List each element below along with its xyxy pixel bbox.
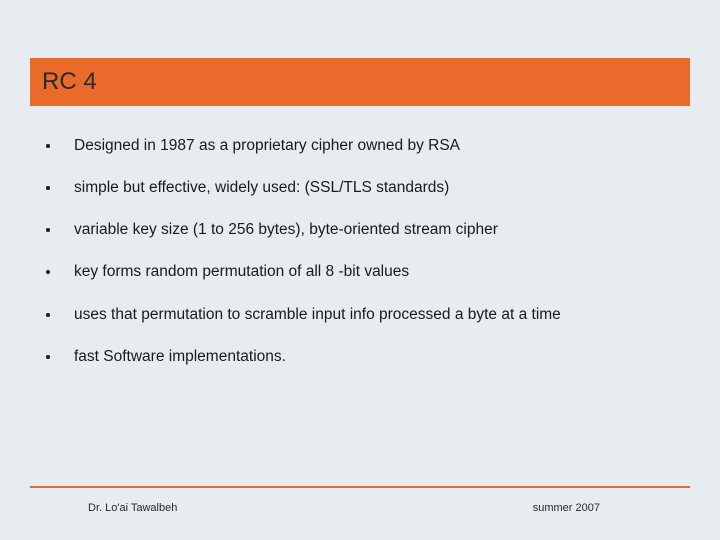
content-area: Designed in 1987 as a proprietary cipher… bbox=[46, 136, 674, 389]
bullet-dot-icon bbox=[46, 144, 50, 148]
bullet-text: uses that permutation to scramble input … bbox=[74, 305, 561, 325]
bullet-text: fast Software implementations. bbox=[74, 347, 286, 367]
bullet-text: Designed in 1987 as a proprietary cipher… bbox=[74, 136, 460, 156]
list-item: fast Software implementations. bbox=[46, 347, 674, 367]
footer-date: summer 2007 bbox=[533, 502, 600, 514]
list-item: uses that permutation to scramble input … bbox=[46, 305, 674, 325]
footer-author: Dr. Lo'ai Tawalbeh bbox=[88, 502, 177, 514]
bullet-dot-icon bbox=[46, 186, 50, 190]
bullet-dot-icon bbox=[46, 355, 50, 359]
bullet-dot-icon bbox=[46, 228, 50, 232]
bullet-text: variable key size (1 to 256 bytes), byte… bbox=[74, 220, 498, 240]
bullet-text: simple but effective, widely used: (SSL/… bbox=[74, 178, 449, 198]
footer-divider bbox=[30, 486, 690, 488]
list-item: simple but effective, widely used: (SSL/… bbox=[46, 178, 674, 198]
list-item: variable key size (1 to 256 bytes), byte… bbox=[46, 220, 674, 240]
bullet-list: Designed in 1987 as a proprietary cipher… bbox=[46, 136, 674, 367]
list-item: Designed in 1987 as a proprietary cipher… bbox=[46, 136, 674, 156]
bullet-text: key forms random permutation of all 8 -b… bbox=[74, 262, 409, 282]
list-item: key forms random permutation of all 8 -b… bbox=[46, 262, 674, 282]
bullet-dot-icon bbox=[46, 313, 50, 317]
bullet-dot-icon bbox=[46, 270, 50, 274]
title-bar: RC 4 bbox=[30, 58, 690, 106]
slide-title: RC 4 bbox=[42, 68, 97, 96]
